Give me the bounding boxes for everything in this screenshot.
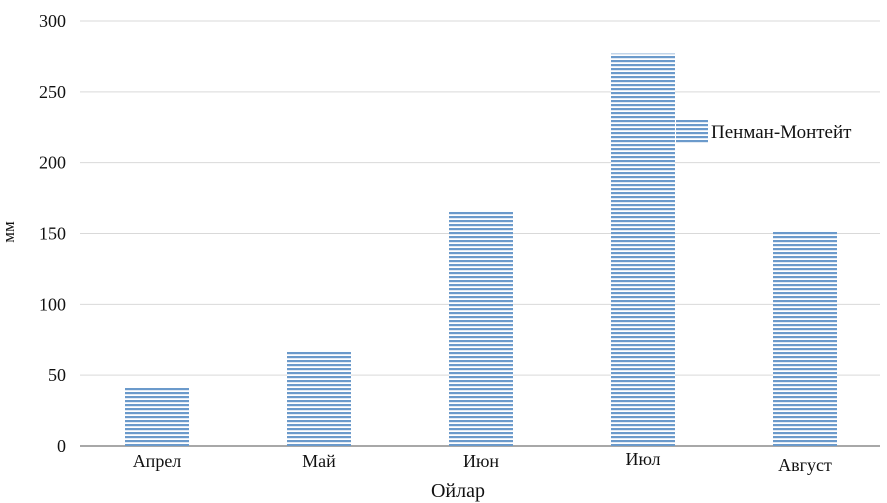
y-axis-title: мм [0,221,18,243]
y-tick-label: 150 [39,224,66,244]
x-tick-label: Июл [626,449,661,469]
x-tick-label: Май [302,451,336,471]
gridlines [80,20,880,447]
y-tick-labels: 0 50 100 150 200 250 300 [39,11,66,456]
y-tick-label: 200 [39,153,66,173]
x-tick-label: Июн [463,451,499,471]
legend: Пенман-Монтейт [676,119,852,143]
x-axis-title: Ойлар [431,480,485,502]
bar [611,53,675,446]
bar [449,210,513,446]
bar [287,351,351,446]
y-tick-label: 50 [48,365,66,385]
bar [125,387,189,446]
y-tick-label: 250 [39,82,66,102]
legend-label: Пенман-Монтейт [711,122,852,143]
y-tick-label: 300 [39,11,66,31]
y-tick-label: 0 [57,436,66,456]
y-tick-label: 100 [39,294,66,314]
x-tick-label: Август [778,455,832,475]
bar [773,230,837,446]
bars [125,53,837,446]
legend-swatch [676,119,708,143]
x-tick-labels: Апрел Май Июн Июл Август [133,449,832,475]
x-tick-label: Апрел [133,451,182,471]
